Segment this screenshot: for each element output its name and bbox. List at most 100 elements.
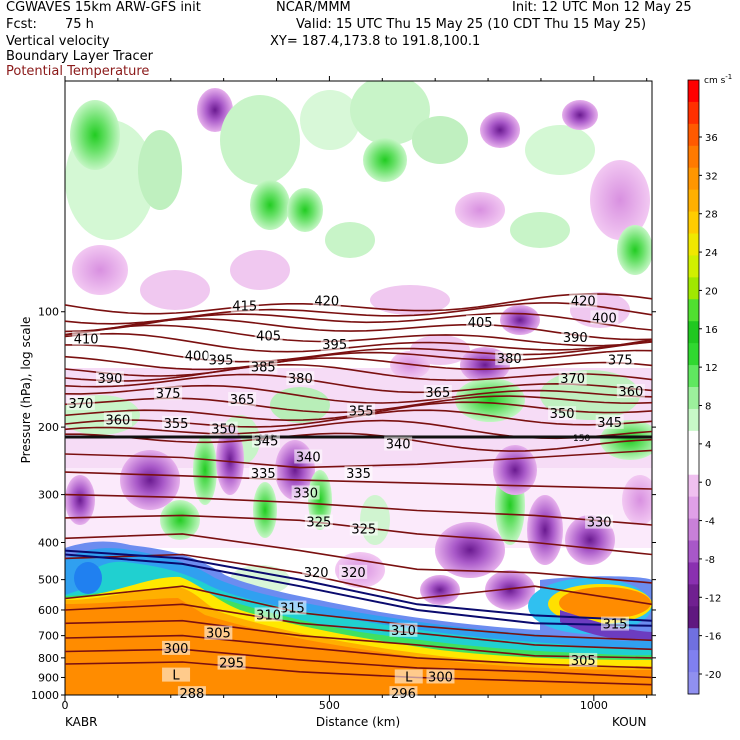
theta-label: 340 [296, 450, 321, 465]
theta-label: 325 [351, 523, 376, 538]
theta-label: 370 [560, 372, 585, 387]
theta-label: 296 [391, 687, 416, 702]
theta-label-bg [249, 359, 278, 374]
forecast-label: Fcst: [6, 17, 37, 32]
colorbar-swatch [688, 408, 699, 432]
theta-label-bg [228, 392, 257, 407]
theta-label-bg [230, 298, 259, 313]
theta-contour [65, 585, 652, 642]
y-tick-label: 800 [38, 652, 59, 665]
colorbar-unit: cm s-1 [704, 73, 732, 86]
org-label: NCAR/MMM [276, 0, 351, 15]
pbl-contour [65, 549, 652, 622]
colorbar-swatch [688, 387, 699, 410]
colorbar-label: 12 [705, 363, 718, 374]
theta-label: 310 [391, 624, 416, 639]
theta-label: 405 [256, 329, 281, 344]
theta-label: 415 [232, 300, 257, 315]
valid-time: Valid: 15 UTC Thu 15 May 25 (10 CDT Thu … [296, 17, 647, 32]
colorbar-label: -4 [705, 517, 715, 528]
theta-label: 330 [293, 486, 318, 501]
colorbar-swatch [688, 430, 699, 454]
theta-label-bg [423, 385, 452, 400]
theta-label-bg [312, 293, 341, 308]
theta-contour [65, 293, 652, 315]
theta-label: 420 [571, 294, 596, 309]
field-boundary-layer-tracer: Boundary Layer Tracer [6, 49, 153, 64]
colorbar-label: 36 [705, 133, 718, 144]
theta-label: 288 [180, 687, 205, 702]
theta-label-bg [394, 669, 423, 684]
theta-label-bg [162, 667, 191, 682]
colorbar-swatch [688, 123, 699, 147]
y-tick-label: 100 [38, 306, 59, 319]
theta-label-bg [426, 669, 455, 684]
theta-label-bg [384, 436, 413, 451]
theta-label: 355 [164, 417, 189, 432]
colorbar-label: 16 [705, 325, 718, 336]
theta-label-bg [389, 622, 418, 637]
theta-label-bg [606, 352, 635, 367]
colorbar-label: -8 [705, 555, 715, 566]
colorbar-swatch [688, 277, 699, 300]
theta-label: 375 [156, 387, 181, 402]
y-tick-label: 700 [38, 630, 59, 643]
colorbar-swatch [688, 80, 699, 103]
colorbar-swatch [688, 650, 699, 673]
theta-label: 330 [587, 516, 612, 531]
x-tick-label: 0 [62, 699, 69, 712]
field-potential-temperature: Potential Temperature [6, 64, 150, 79]
colorbar-label: -12 [705, 593, 721, 604]
colorbar-frame [687, 79, 700, 695]
theta-contour [65, 603, 652, 651]
colorbar-swatch [688, 101, 699, 125]
x-axis-label: Distance (km) [316, 715, 400, 729]
theta-label: 320 [341, 566, 366, 581]
colorbar-label: 0 [705, 478, 711, 489]
theta-label: 395 [209, 353, 234, 368]
velocity-colorbar: 36 32 28 24 20 16 12 8 4 0 -4 -8 -12 -16 -20 [687, 79, 721, 695]
colorbar-label: 24 [705, 248, 718, 259]
boundary-layer-contours [65, 549, 652, 627]
theta-label-bg [209, 421, 238, 436]
theta-label: 350 [550, 407, 575, 422]
theta-label-bg [278, 600, 307, 615]
theta-label-bg [548, 406, 577, 421]
plot-frame [64, 80, 653, 696]
x-axis: 0 500 1000 [62, 76, 648, 712]
colorbar-swatch [688, 343, 699, 366]
theta-contour [65, 493, 652, 526]
colorbar-swatch [688, 365, 699, 388]
theta-label: 335 [346, 467, 371, 482]
y-axis-label: Pressure (hPa), log scale [19, 317, 33, 464]
theta-label: 315 [280, 602, 305, 617]
theta-label: 395 [322, 338, 347, 353]
theta-label: 340 [386, 437, 411, 452]
tropopause-label-right: 150 [573, 434, 590, 444]
y-tick-label: 500 [38, 574, 59, 587]
forecast-hours: 75 h [65, 17, 94, 32]
theta-label-bg [72, 331, 101, 346]
theta-label-bg [320, 336, 349, 351]
colorbar-swatch [688, 584, 699, 607]
colorbar-swatch [688, 628, 699, 651]
theta-label-bg [344, 465, 373, 480]
theta-label: 335 [251, 467, 276, 482]
theta-label: L [405, 670, 413, 685]
init-time: Init: 12 UTC Mon 12 May 25 [512, 0, 692, 15]
theta-contour [65, 357, 652, 377]
colorbar-swatch [688, 233, 699, 256]
theta-label: 380 [497, 352, 522, 367]
y-tick-label: 600 [38, 604, 59, 617]
theta-label: 375 [608, 353, 633, 368]
colorbar-swatch [688, 211, 699, 234]
station-left-label: KABR [65, 715, 97, 729]
theta-label: 305 [206, 627, 231, 642]
theta-label-bg [600, 616, 629, 631]
theta-contour [65, 471, 652, 490]
theta-label: 355 [349, 404, 374, 419]
theta-contour [65, 634, 652, 669]
colorbar-label: 4 [705, 440, 711, 451]
theta-label: 400 [185, 350, 210, 365]
